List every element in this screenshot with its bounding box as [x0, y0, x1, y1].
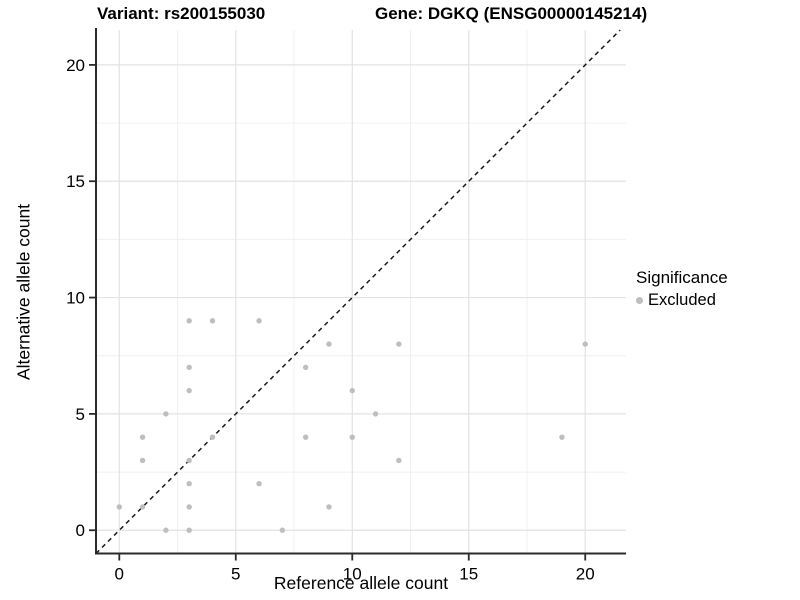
data-point: [186, 504, 192, 510]
x-tick-label: 10: [343, 565, 362, 584]
y-tick-label: 5: [76, 405, 85, 424]
data-point: [279, 527, 286, 533]
identity-dashed-line: [95, 29, 621, 555]
data-point: [209, 434, 216, 440]
data-point: [372, 411, 379, 417]
data-point: [186, 318, 192, 324]
y-axis-title: Alternative allele count: [13, 203, 34, 381]
data-point: [163, 411, 169, 417]
data-point: [209, 318, 216, 324]
data-point: [396, 457, 402, 464]
data-point: [302, 434, 309, 440]
data-point: [256, 318, 262, 324]
data-point: [326, 504, 332, 510]
data-point: [186, 481, 192, 487]
data-point: [186, 457, 192, 464]
legend: Significance Excluded: [636, 268, 728, 310]
data-point: [186, 527, 192, 533]
data-point: [302, 364, 309, 371]
data-point: [139, 504, 146, 510]
data-point: [186, 364, 192, 371]
x-axis-title: Reference allele count: [273, 573, 449, 593]
data-point: [349, 434, 355, 440]
x-tick-label: 5: [231, 565, 240, 584]
data-point: [139, 434, 146, 440]
legend-item-excluded: Excluded: [636, 291, 728, 310]
data-point: [139, 457, 146, 464]
y-tick-label: 20: [66, 56, 85, 75]
legend-title: Significance: [636, 268, 728, 287]
gene-title: Gene: DGKQ (ENSG00000145214): [375, 4, 648, 23]
data-point: [559, 434, 565, 440]
data-point: [116, 504, 122, 510]
y-tick-label: 15: [66, 172, 85, 191]
data-point: [163, 527, 169, 533]
y-tick-label: 0: [76, 521, 85, 540]
legend-item-label: Excluded: [648, 291, 716, 309]
data-point: [326, 341, 332, 347]
data-point: [349, 387, 355, 394]
variant-title: Variant: rs200155030: [97, 4, 266, 23]
data-point: [582, 341, 588, 347]
data-point: [396, 341, 402, 347]
legend-point-icon: [636, 297, 643, 304]
x-tick-label: 0: [115, 565, 124, 584]
x-tick-label: 15: [459, 565, 478, 584]
x-tick-label: 20: [576, 565, 595, 584]
y-tick-label: 10: [66, 289, 85, 308]
data-point: [186, 387, 192, 394]
data-point: [256, 481, 262, 487]
